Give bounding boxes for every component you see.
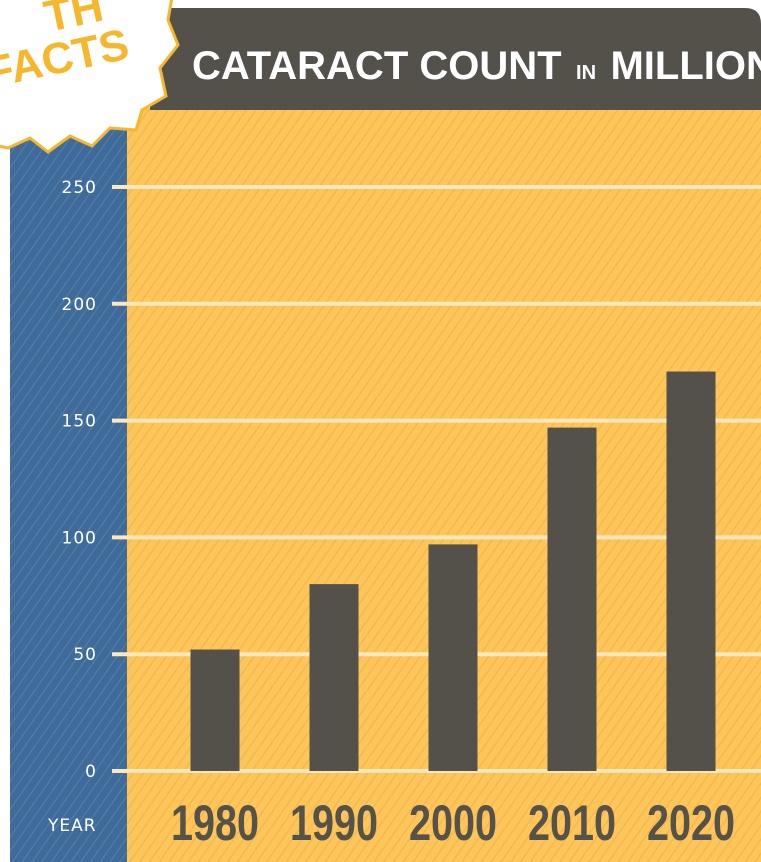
bar-2020 bbox=[666, 371, 716, 771]
y-tick-label: 50 bbox=[73, 645, 97, 665]
x-axis-title: YEAR bbox=[47, 816, 97, 836]
header-bar bbox=[150, 8, 761, 110]
bar-2010 bbox=[547, 427, 597, 771]
x-axis: 1980 1990 2000 2010 2020 bbox=[171, 795, 735, 851]
y-tick-label: 100 bbox=[62, 528, 97, 548]
chart-title: CATARACT COUNT IN MILLIONS bbox=[192, 44, 761, 88]
y-tick-label: 0 bbox=[85, 762, 97, 782]
facts-badge: TH FACTS bbox=[0, 0, 180, 154]
bars bbox=[190, 371, 716, 771]
bar-2000 bbox=[428, 544, 478, 771]
x-tick-label: 1990 bbox=[290, 795, 378, 851]
x-tick-label: 2010 bbox=[528, 795, 616, 851]
x-tick-label: 2020 bbox=[647, 795, 735, 851]
y-tick-label: 200 bbox=[62, 295, 97, 315]
x-tick-label: 2000 bbox=[409, 795, 497, 851]
x-tick-label: 1980 bbox=[171, 795, 259, 851]
y-axis: 0 50 100 150 200 250 bbox=[62, 178, 97, 782]
badge-seal-shape bbox=[0, 0, 180, 154]
bar-1990 bbox=[309, 584, 359, 771]
y-tick-label: 250 bbox=[62, 178, 97, 198]
y-tick-label: 150 bbox=[62, 412, 97, 432]
bar-1980 bbox=[190, 649, 240, 771]
axis-strip bbox=[10, 108, 127, 862]
